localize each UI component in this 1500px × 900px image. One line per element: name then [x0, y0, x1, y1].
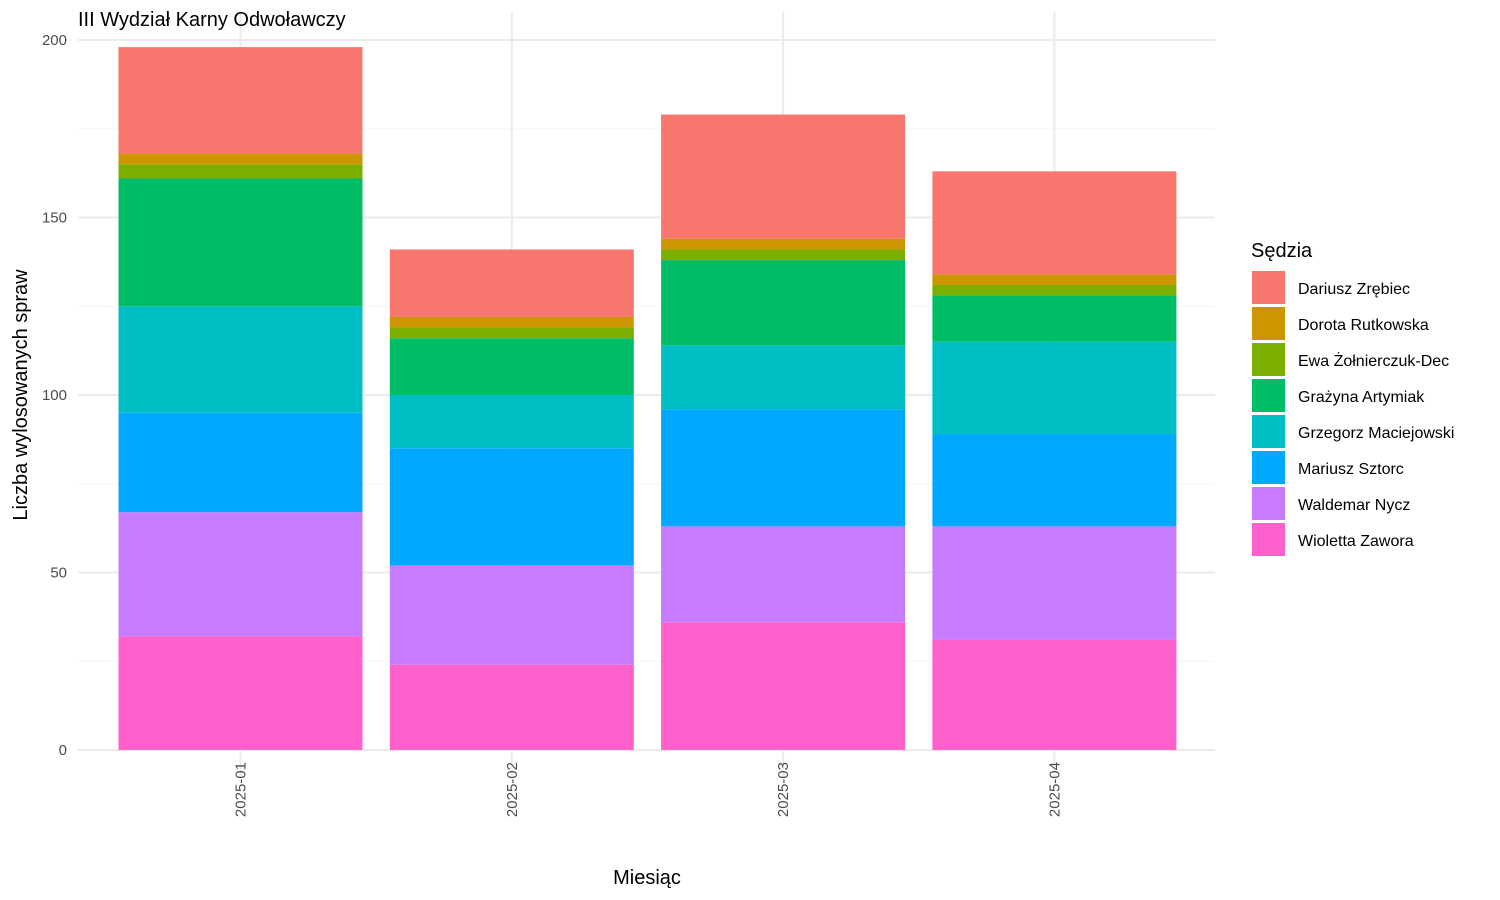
bar-segment: [932, 171, 1177, 275]
bar-segment: [661, 249, 906, 261]
legend-label: Grzegorz Maciejowski: [1298, 425, 1454, 442]
bar-segment: [932, 341, 1177, 435]
y-tick-label: 100: [42, 387, 67, 404]
bar-segment: [118, 153, 363, 165]
legend-label: Dorota Rutkowska: [1298, 317, 1429, 334]
legend-swatch: [1252, 523, 1285, 556]
bar-segment: [389, 327, 634, 339]
y-axis-title: Liczba wylosowanych spraw: [10, 269, 32, 521]
bar-segment: [932, 284, 1177, 296]
bar-segment: [661, 409, 906, 527]
x-axis: 2025-01 2025-02 2025-03 2025-04: [233, 762, 1064, 817]
bar-segment: [118, 306, 363, 413]
bar-segment: [118, 512, 363, 637]
y-tick-label: 150: [42, 210, 67, 227]
bar-segment: [661, 622, 906, 750]
legend: Sędzia Dariusz Zrębiec Dorota Rutkowska Ew…: [1251, 240, 1454, 556]
bar-segment: [389, 448, 634, 566]
x-tick-label: 2025-03: [775, 762, 792, 817]
bar-segment: [389, 316, 634, 328]
legend-swatch: [1252, 415, 1285, 448]
y-axis: 0 50 100 150 200: [42, 32, 67, 759]
bar-segment: [118, 47, 363, 154]
bar-segment: [932, 639, 1177, 750]
bars: [118, 47, 1177, 750]
bar-segment: [661, 114, 906, 239]
chart-title: III Wydział Karny Odwoławczy: [78, 9, 346, 31]
x-axis-title: Miesiąc: [613, 867, 681, 889]
bar-segment: [932, 526, 1177, 640]
legend-swatch: [1252, 451, 1285, 484]
bar-segment: [661, 238, 906, 250]
bar-segment: [118, 636, 363, 750]
legend-swatch: [1252, 343, 1285, 376]
legend-label: Mariusz Sztorc: [1298, 461, 1404, 478]
y-tick-label: 200: [42, 32, 67, 49]
legend-label: Dariusz Zrębiec: [1298, 281, 1410, 298]
y-tick-label: 50: [50, 565, 67, 582]
y-tick-label: 0: [59, 742, 67, 759]
bar-segment: [389, 664, 634, 750]
bar-segment: [118, 164, 363, 179]
bar-segment: [661, 260, 906, 346]
legend-swatch: [1252, 271, 1285, 304]
legend-label: Ewa Żołnierczuk-Dec: [1298, 351, 1449, 370]
bar-segment: [118, 412, 363, 513]
bar-segment: [389, 338, 634, 395]
bar-segment: [661, 526, 906, 623]
bar-segment: [932, 434, 1177, 527]
legend-swatch: [1252, 487, 1285, 520]
x-tick-label: 2025-04: [1046, 762, 1063, 817]
legend-swatch: [1252, 307, 1285, 340]
bar-segment: [118, 178, 363, 307]
bar-segment: [389, 249, 634, 317]
x-tick-label: 2025-02: [504, 762, 521, 817]
x-tick-label: 2025-01: [233, 762, 250, 817]
legend-swatch: [1252, 379, 1285, 412]
bar-segment: [932, 295, 1177, 342]
legend-title: Sędzia: [1251, 240, 1313, 262]
bar-segment: [389, 395, 634, 449]
legend-label: Wioletta Zawora: [1298, 533, 1414, 550]
legend-label: Grażyna Artymiak: [1298, 389, 1425, 406]
legend-label: Waldemar Nycz: [1298, 497, 1410, 514]
bar-segment: [932, 274, 1177, 285]
bar-segment: [389, 565, 634, 665]
bar-segment: [661, 345, 906, 410]
